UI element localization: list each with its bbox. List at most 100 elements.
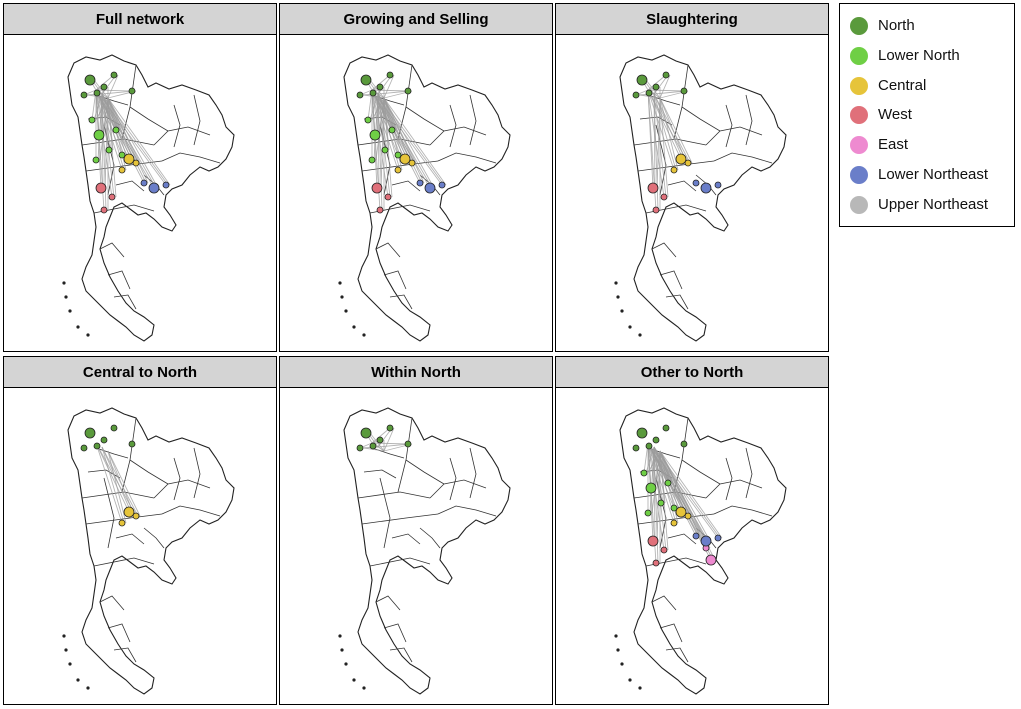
hub-marker xyxy=(140,179,148,187)
hub-marker xyxy=(386,424,394,432)
flow-line xyxy=(659,74,671,99)
hub-marker xyxy=(100,83,108,91)
flow-line xyxy=(101,93,125,156)
hub-marker xyxy=(376,83,384,91)
province-border xyxy=(113,647,137,663)
island xyxy=(616,295,620,299)
hub-marker xyxy=(670,166,678,174)
hub-marker xyxy=(376,206,384,214)
province-border xyxy=(161,152,221,164)
province-border xyxy=(153,479,211,499)
hub-marker xyxy=(93,442,101,450)
flow-line xyxy=(656,97,661,189)
map-panel: Other to North xyxy=(555,356,829,705)
hub-marker xyxy=(93,129,105,141)
province-border xyxy=(375,595,401,611)
hub-marker xyxy=(684,512,692,520)
flow-line xyxy=(659,97,679,171)
legend-label: North xyxy=(878,17,915,34)
flow-line xyxy=(383,427,395,452)
flow-line xyxy=(101,446,139,517)
province-border xyxy=(429,126,487,146)
hub-marker xyxy=(110,71,118,79)
province-border xyxy=(173,457,181,501)
flow-line xyxy=(645,79,661,99)
hub-marker xyxy=(105,146,113,154)
hub-marker xyxy=(416,179,424,187)
flow-line xyxy=(95,89,123,171)
province-border xyxy=(153,126,211,146)
province-border xyxy=(379,477,391,549)
legend-item: Lower Northeast xyxy=(840,162,1014,188)
map-panel: Growing and Selling xyxy=(279,3,553,352)
island xyxy=(620,662,624,666)
flow-line xyxy=(383,97,447,186)
flow-line xyxy=(377,93,445,186)
hub-marker xyxy=(394,151,402,159)
province-border xyxy=(469,94,477,146)
hub-marker xyxy=(700,535,712,547)
province-border xyxy=(143,527,165,549)
flow-line xyxy=(383,97,393,198)
hub-marker xyxy=(404,440,412,448)
hub-marker xyxy=(388,126,396,134)
hub-marker xyxy=(714,181,722,189)
legend-swatch xyxy=(850,136,868,155)
province-border xyxy=(405,106,445,132)
province-border xyxy=(363,469,397,479)
country-outline xyxy=(67,54,235,342)
map-svg xyxy=(614,407,787,695)
province-border xyxy=(659,270,683,290)
flow-line xyxy=(95,442,123,524)
hub-marker xyxy=(118,519,126,527)
flow-line xyxy=(653,446,721,539)
legend-swatch xyxy=(850,76,868,95)
island xyxy=(340,295,344,299)
hub-marker xyxy=(636,74,648,86)
province-border xyxy=(357,491,431,499)
province-border xyxy=(99,595,125,611)
hub-marker xyxy=(645,482,657,494)
hub-marker xyxy=(640,469,648,477)
hub-marker xyxy=(705,554,717,566)
flow-line xyxy=(647,442,707,542)
province-border xyxy=(107,270,131,290)
hub-marker xyxy=(438,181,446,189)
flow-line xyxy=(647,442,675,524)
thailand-map xyxy=(280,35,552,351)
hub-marker xyxy=(645,442,653,450)
panel-title: Within North xyxy=(280,357,552,388)
hub-marker xyxy=(371,182,383,194)
province-border xyxy=(383,623,407,643)
legend-label: Central xyxy=(878,76,927,94)
legend-item: North xyxy=(840,13,1014,39)
province-border xyxy=(659,623,683,643)
flow-line xyxy=(95,442,137,517)
province-border xyxy=(705,479,763,499)
hub-marker xyxy=(100,436,108,444)
flow-line xyxy=(95,89,155,189)
island xyxy=(64,295,68,299)
country-outline xyxy=(343,407,511,695)
province-border xyxy=(469,447,477,499)
island xyxy=(76,678,80,682)
hub-marker xyxy=(128,440,136,448)
province-border xyxy=(99,242,125,258)
hub-marker xyxy=(664,479,672,487)
hub-marker xyxy=(118,166,126,174)
hub-marker xyxy=(632,444,640,452)
province-border xyxy=(437,152,497,164)
province-border xyxy=(173,104,181,148)
hub-marker xyxy=(108,193,116,201)
island xyxy=(76,325,80,329)
hub-marker xyxy=(670,519,678,527)
province-border xyxy=(667,180,697,192)
flow-line xyxy=(369,432,385,452)
country-outline xyxy=(619,407,787,695)
flow-line xyxy=(371,89,421,184)
hub-marker xyxy=(132,512,140,520)
hub-marker xyxy=(92,156,100,164)
flow-line xyxy=(647,442,719,539)
hub-marker xyxy=(632,91,640,99)
flow-line xyxy=(647,89,685,92)
